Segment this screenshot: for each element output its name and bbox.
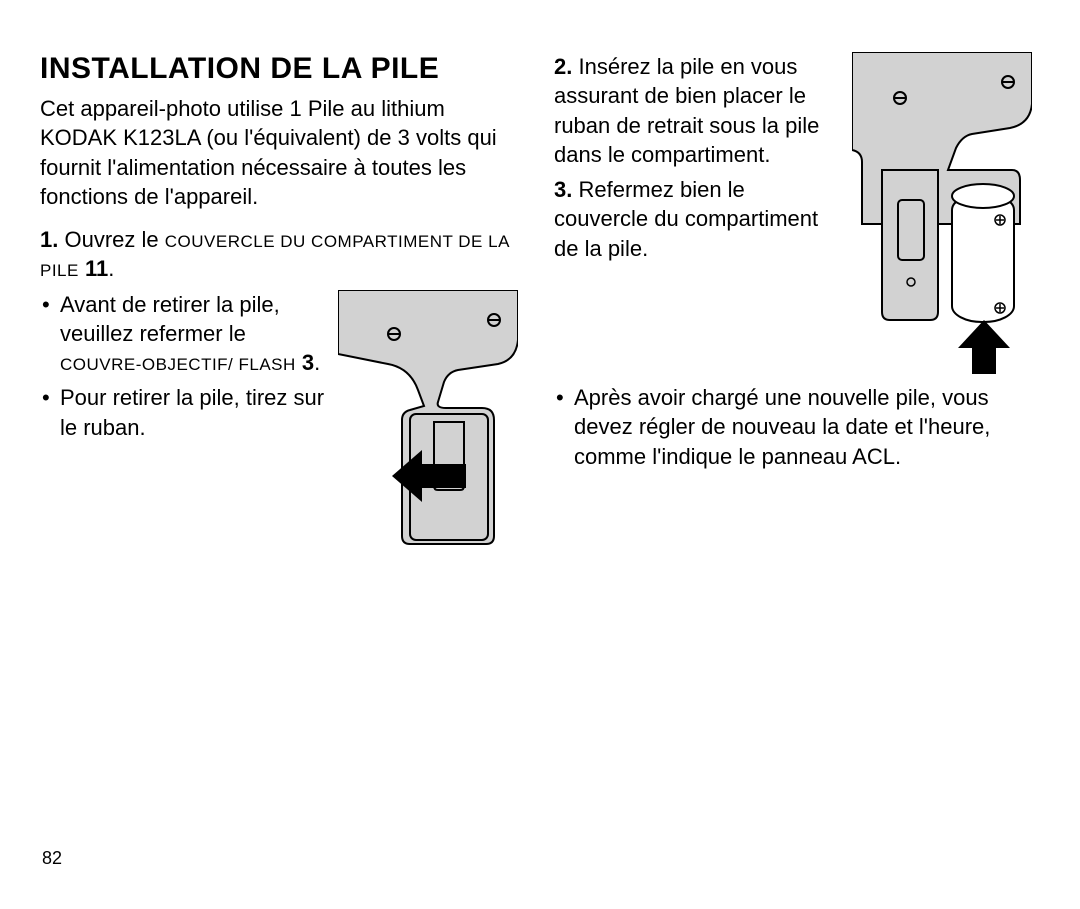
bullet-1-ref: 3 — [296, 350, 314, 375]
step-3-bullet-1: Après avoir chargé une nouvelle pile, vo… — [554, 383, 1032, 471]
step-2: 2. Insérez la pile en vous assurant de b… — [554, 52, 840, 169]
step-1-bullet-1: Avant de retirer la pile, veuillez refer… — [40, 290, 328, 378]
figure-1 — [338, 290, 518, 563]
step-1-text-a: Ouvrez le — [64, 227, 164, 252]
bullet-1-end: . — [314, 350, 320, 375]
step-3-bullets: Après avoir chargé une nouvelle pile, vo… — [554, 383, 1032, 471]
step-1: 1. Ouvrez le couvercle du compartiment d… — [40, 225, 518, 284]
step-1-ref: 11 — [79, 256, 108, 281]
step-3: 3. Refermez bien le couvercle du compart… — [554, 175, 840, 263]
bullet-1-text: Avant de retirer la pile, veuillez refer… — [60, 292, 280, 346]
step-3-text: Refermez bien le couvercle du compartime… — [554, 177, 818, 261]
step-2-number: 2. — [554, 54, 572, 79]
camera-insert-battery-icon — [852, 52, 1032, 374]
page-number: 82 — [42, 848, 62, 869]
step-1-end: . — [108, 256, 114, 281]
figure-2 — [852, 52, 1032, 379]
page-title: INSTALLATION DE LA PILE — [40, 52, 518, 86]
step-1-bullets: Avant de retirer la pile, veuillez refer… — [40, 290, 328, 442]
step-2-text: Insérez la pile en vous assurant de bien… — [554, 54, 819, 167]
step-1-bullet-2: Pour retirer la pile, tirez sur le ruban… — [40, 383, 328, 442]
step-3-number: 3. — [554, 177, 572, 202]
bullet-1-smallcaps: couvre-objectif/ flash — [60, 355, 296, 374]
camera-open-door-icon — [338, 290, 518, 558]
intro-paragraph: Cet appareil-photo utilise 1 Pile au lit… — [40, 94, 518, 211]
step-1-number: 1. — [40, 227, 58, 252]
